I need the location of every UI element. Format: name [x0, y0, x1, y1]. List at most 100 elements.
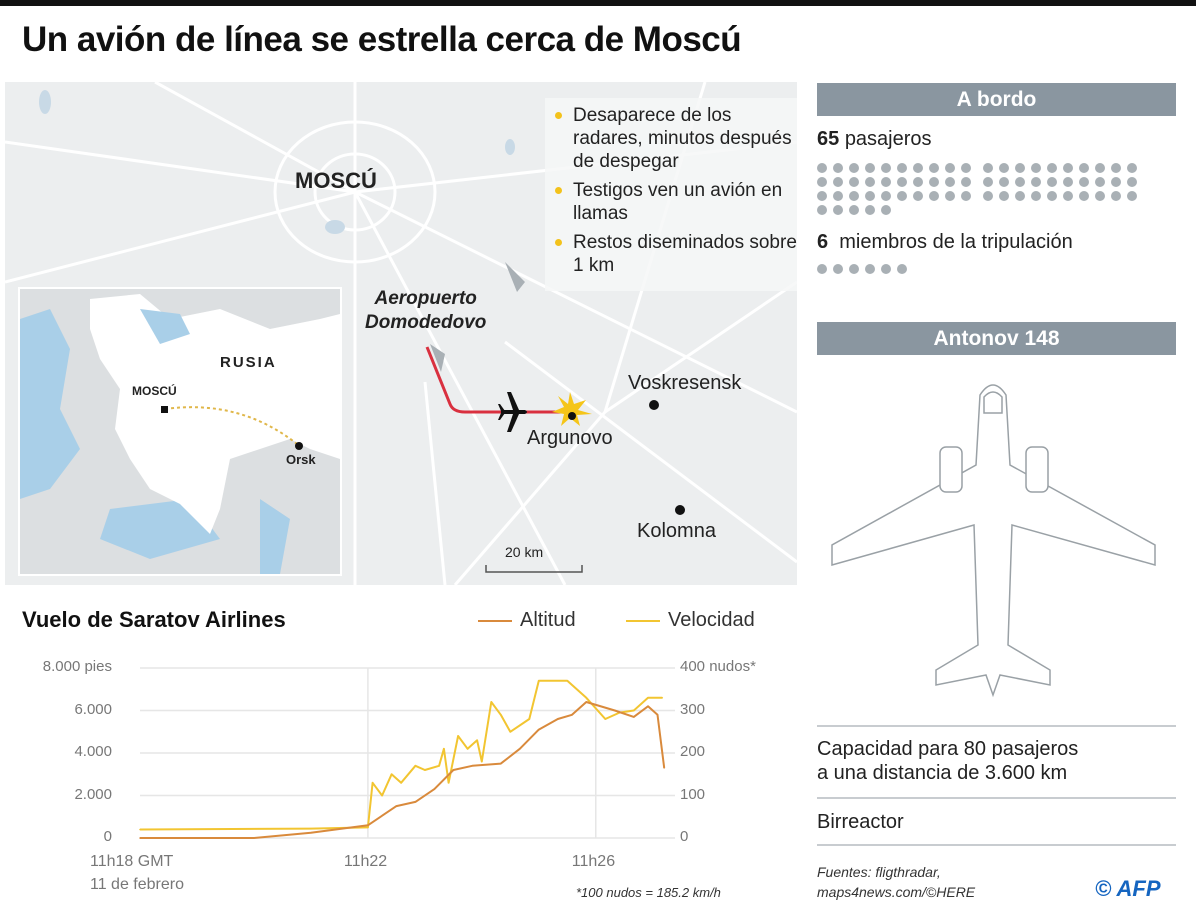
legend-swatch-altitude	[478, 619, 512, 622]
person-dot	[1127, 191, 1137, 201]
y-left-tick-label: 0	[103, 828, 112, 845]
chart-footnote: *100 nudos = 185.2 km/h	[576, 885, 721, 900]
data-point-velocidad	[414, 764, 417, 767]
airport-label: Aeropuerto Domodedovo	[365, 287, 486, 335]
sources-line1: Fuentes: fligthradar,	[817, 864, 941, 880]
scale-label: 20 km	[505, 544, 544, 560]
data-point-velocidad	[632, 709, 635, 712]
data-point-altitud	[433, 788, 436, 790]
data-point-velocidad	[400, 781, 402, 784]
data-point-altitud	[647, 705, 649, 708]
person-dot	[817, 191, 827, 201]
passengers-count: 65	[817, 128, 840, 150]
x-tick-label: 11h22	[343, 853, 388, 870]
legend-altitude: Altitud	[478, 609, 576, 632]
person-dot	[983, 177, 993, 187]
passenger-dots	[817, 163, 1147, 215]
person-dot	[849, 205, 859, 215]
person-dot	[913, 163, 923, 173]
aircraft-type: Birreactor	[817, 811, 904, 833]
person-dot	[929, 191, 939, 201]
person-dot	[865, 264, 875, 274]
legend-label-altitude: Altitud	[520, 609, 576, 631]
person-dot	[881, 205, 891, 215]
data-point-velocidad	[443, 747, 445, 750]
person-dot	[1127, 163, 1137, 173]
sources-line2: maps4news.com/©HERE	[817, 884, 976, 900]
sources: Fuentes: fligthradar, maps4news.com/©HER…	[817, 862, 975, 902]
chart-title: Vuelo de Saratov Airlines	[22, 607, 286, 632]
place-label-argunovo: Argunovo	[527, 427, 613, 449]
divider	[817, 844, 1176, 846]
person-dot	[1127, 177, 1137, 187]
on-board-header: A bordo	[817, 83, 1176, 116]
crew-count: 6	[817, 231, 829, 253]
person-dot	[1047, 191, 1057, 201]
data-point-altitud	[310, 831, 312, 834]
data-point-velocidad	[367, 826, 369, 829]
data-point-velocidad	[466, 747, 469, 750]
person-dot	[897, 163, 907, 173]
page-title: Un avión de línea se estrella cerca de M…	[22, 20, 742, 59]
person-dot	[833, 163, 843, 173]
y-left-tick-label: 2.000	[74, 785, 112, 803]
person-dot	[1111, 163, 1121, 173]
person-dot	[961, 163, 971, 173]
data-point-velocidad	[604, 718, 607, 720]
x-tick-sublabel: 11 de febrero	[90, 876, 184, 893]
person-dot	[817, 205, 827, 215]
person-dot	[1047, 163, 1057, 173]
person-dot	[999, 177, 1009, 187]
data-point-velocidad	[381, 794, 383, 797]
person-dot	[1015, 191, 1025, 201]
inset-moscow-label: MOSCÚ	[132, 384, 177, 398]
passengers-line: 65 pasajeros	[817, 128, 1176, 151]
data-point-velocidad	[371, 781, 374, 784]
data-point-altitud	[452, 769, 455, 771]
person-dot	[1047, 177, 1057, 187]
person-dot	[881, 191, 891, 201]
person-dot	[1111, 191, 1121, 201]
data-point-velocidad	[661, 696, 664, 699]
data-point-velocidad	[490, 701, 493, 703]
data-point-altitud	[557, 718, 559, 720]
person-dot	[817, 163, 827, 173]
divider	[817, 725, 1176, 727]
data-point-velocidad	[310, 827, 312, 830]
person-dot	[1079, 177, 1089, 187]
fact-text: Desaparece de los radares, minutos despu…	[573, 105, 792, 172]
legend-label-speed: Velocidad	[668, 609, 755, 631]
data-point-velocidad	[585, 696, 588, 699]
person-dot	[865, 205, 875, 215]
airport-label-line1: Aeropuerto	[374, 288, 477, 309]
bullet-icon	[555, 187, 562, 194]
y-right-tick-label: 200	[680, 743, 706, 760]
data-point-velocidad	[538, 679, 540, 682]
person-dot	[897, 191, 907, 201]
y-right-tick-label: 400 nudos*	[680, 658, 756, 675]
russia-inset-map: RUSIA MOSCÚ Orsk	[18, 287, 342, 576]
legend-speed: Velocidad	[626, 609, 755, 632]
moscow-marker	[161, 406, 168, 413]
person-dot	[1111, 177, 1121, 187]
series-line-altitud	[140, 701, 666, 839]
y-right-tick-label: 100	[680, 785, 706, 803]
person-dot	[945, 163, 955, 173]
person-dot	[833, 191, 843, 201]
data-point-altitud	[663, 767, 665, 769]
on-board-section: A bordo 65 pasajeros 6 miembros de la tr…	[817, 83, 1176, 274]
data-point-velocidad	[500, 713, 502, 716]
facts-list: Desaparece de los radares, minutos despu…	[545, 98, 797, 291]
person-dot	[1063, 163, 1073, 173]
person-dot	[913, 191, 923, 201]
y-left-tick-label: 6.000	[74, 700, 112, 718]
moscow-label: MOSCÚ	[295, 168, 377, 193]
person-dot	[913, 177, 923, 187]
airport-shape	[505, 262, 525, 292]
capacity-line1: Capacidad para 80 pasajeros	[817, 738, 1079, 760]
aircraft-header: Antonov 148	[817, 322, 1176, 355]
orsk-marker	[295, 442, 303, 450]
person-dot	[849, 264, 859, 274]
person-dot	[849, 177, 859, 187]
capacity-text: Capacidad para 80 pasajeros a una distan…	[817, 737, 1078, 785]
